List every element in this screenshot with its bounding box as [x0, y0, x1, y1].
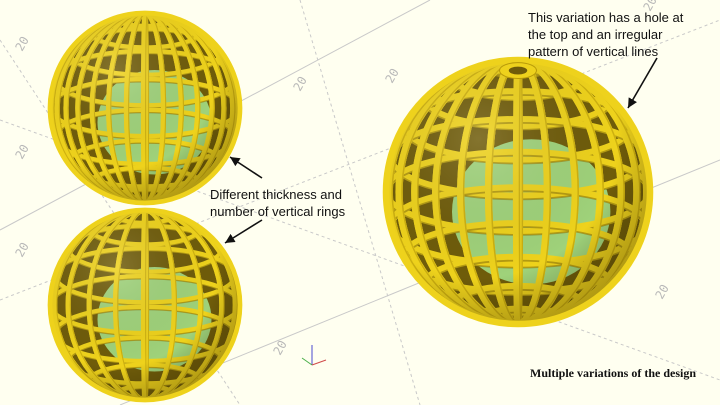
sphere-rim: [382, 56, 654, 328]
axis-line: [299, 0, 421, 405]
axis-tick-label: 20: [290, 74, 309, 94]
axis-line: [301, 357, 313, 366]
annotation-middle: Different thickness and number of vertic…: [210, 186, 410, 220]
axis-tick-label: 20: [382, 66, 401, 86]
sphere-models: [47, 10, 654, 403]
figure-caption: Multiple variations of the design: [530, 366, 697, 380]
annotation-arrow: [627, 57, 658, 109]
sphere-shading: [50, 210, 240, 400]
axis-line: [311, 359, 327, 366]
annotation-line: Different thickness and: [210, 187, 342, 202]
annotation-line: pattern of vertical lines: [528, 44, 659, 59]
axis-tick-label: 20: [12, 142, 31, 162]
annotation-arrows: [224, 57, 658, 244]
small-sphere-top: [47, 10, 243, 206]
small-sphere-bottom: [47, 207, 243, 403]
sphere-shading: [50, 13, 240, 203]
axis-tick-label: 20: [12, 240, 31, 260]
annotation-arrow: [224, 219, 263, 244]
axis-tick-label: 20: [652, 282, 671, 302]
sphere-rim: [47, 207, 243, 403]
sphere-rim: [47, 10, 243, 206]
annotation-line: the top and an irregular: [528, 27, 663, 42]
large-sphere: [382, 56, 654, 328]
sphere-shading: [386, 60, 650, 324]
top-hole: [508, 66, 528, 75]
annotation-line: This variation has a hole at: [528, 10, 684, 25]
axis-tick-label: 20: [270, 338, 289, 358]
axis-tick-label: 20: [12, 34, 31, 54]
annotation-arrow: [229, 156, 263, 179]
annotation-line: number of vertical rings: [210, 204, 346, 219]
annotation-top-right: This variation has a hole at the top and…: [528, 9, 718, 60]
